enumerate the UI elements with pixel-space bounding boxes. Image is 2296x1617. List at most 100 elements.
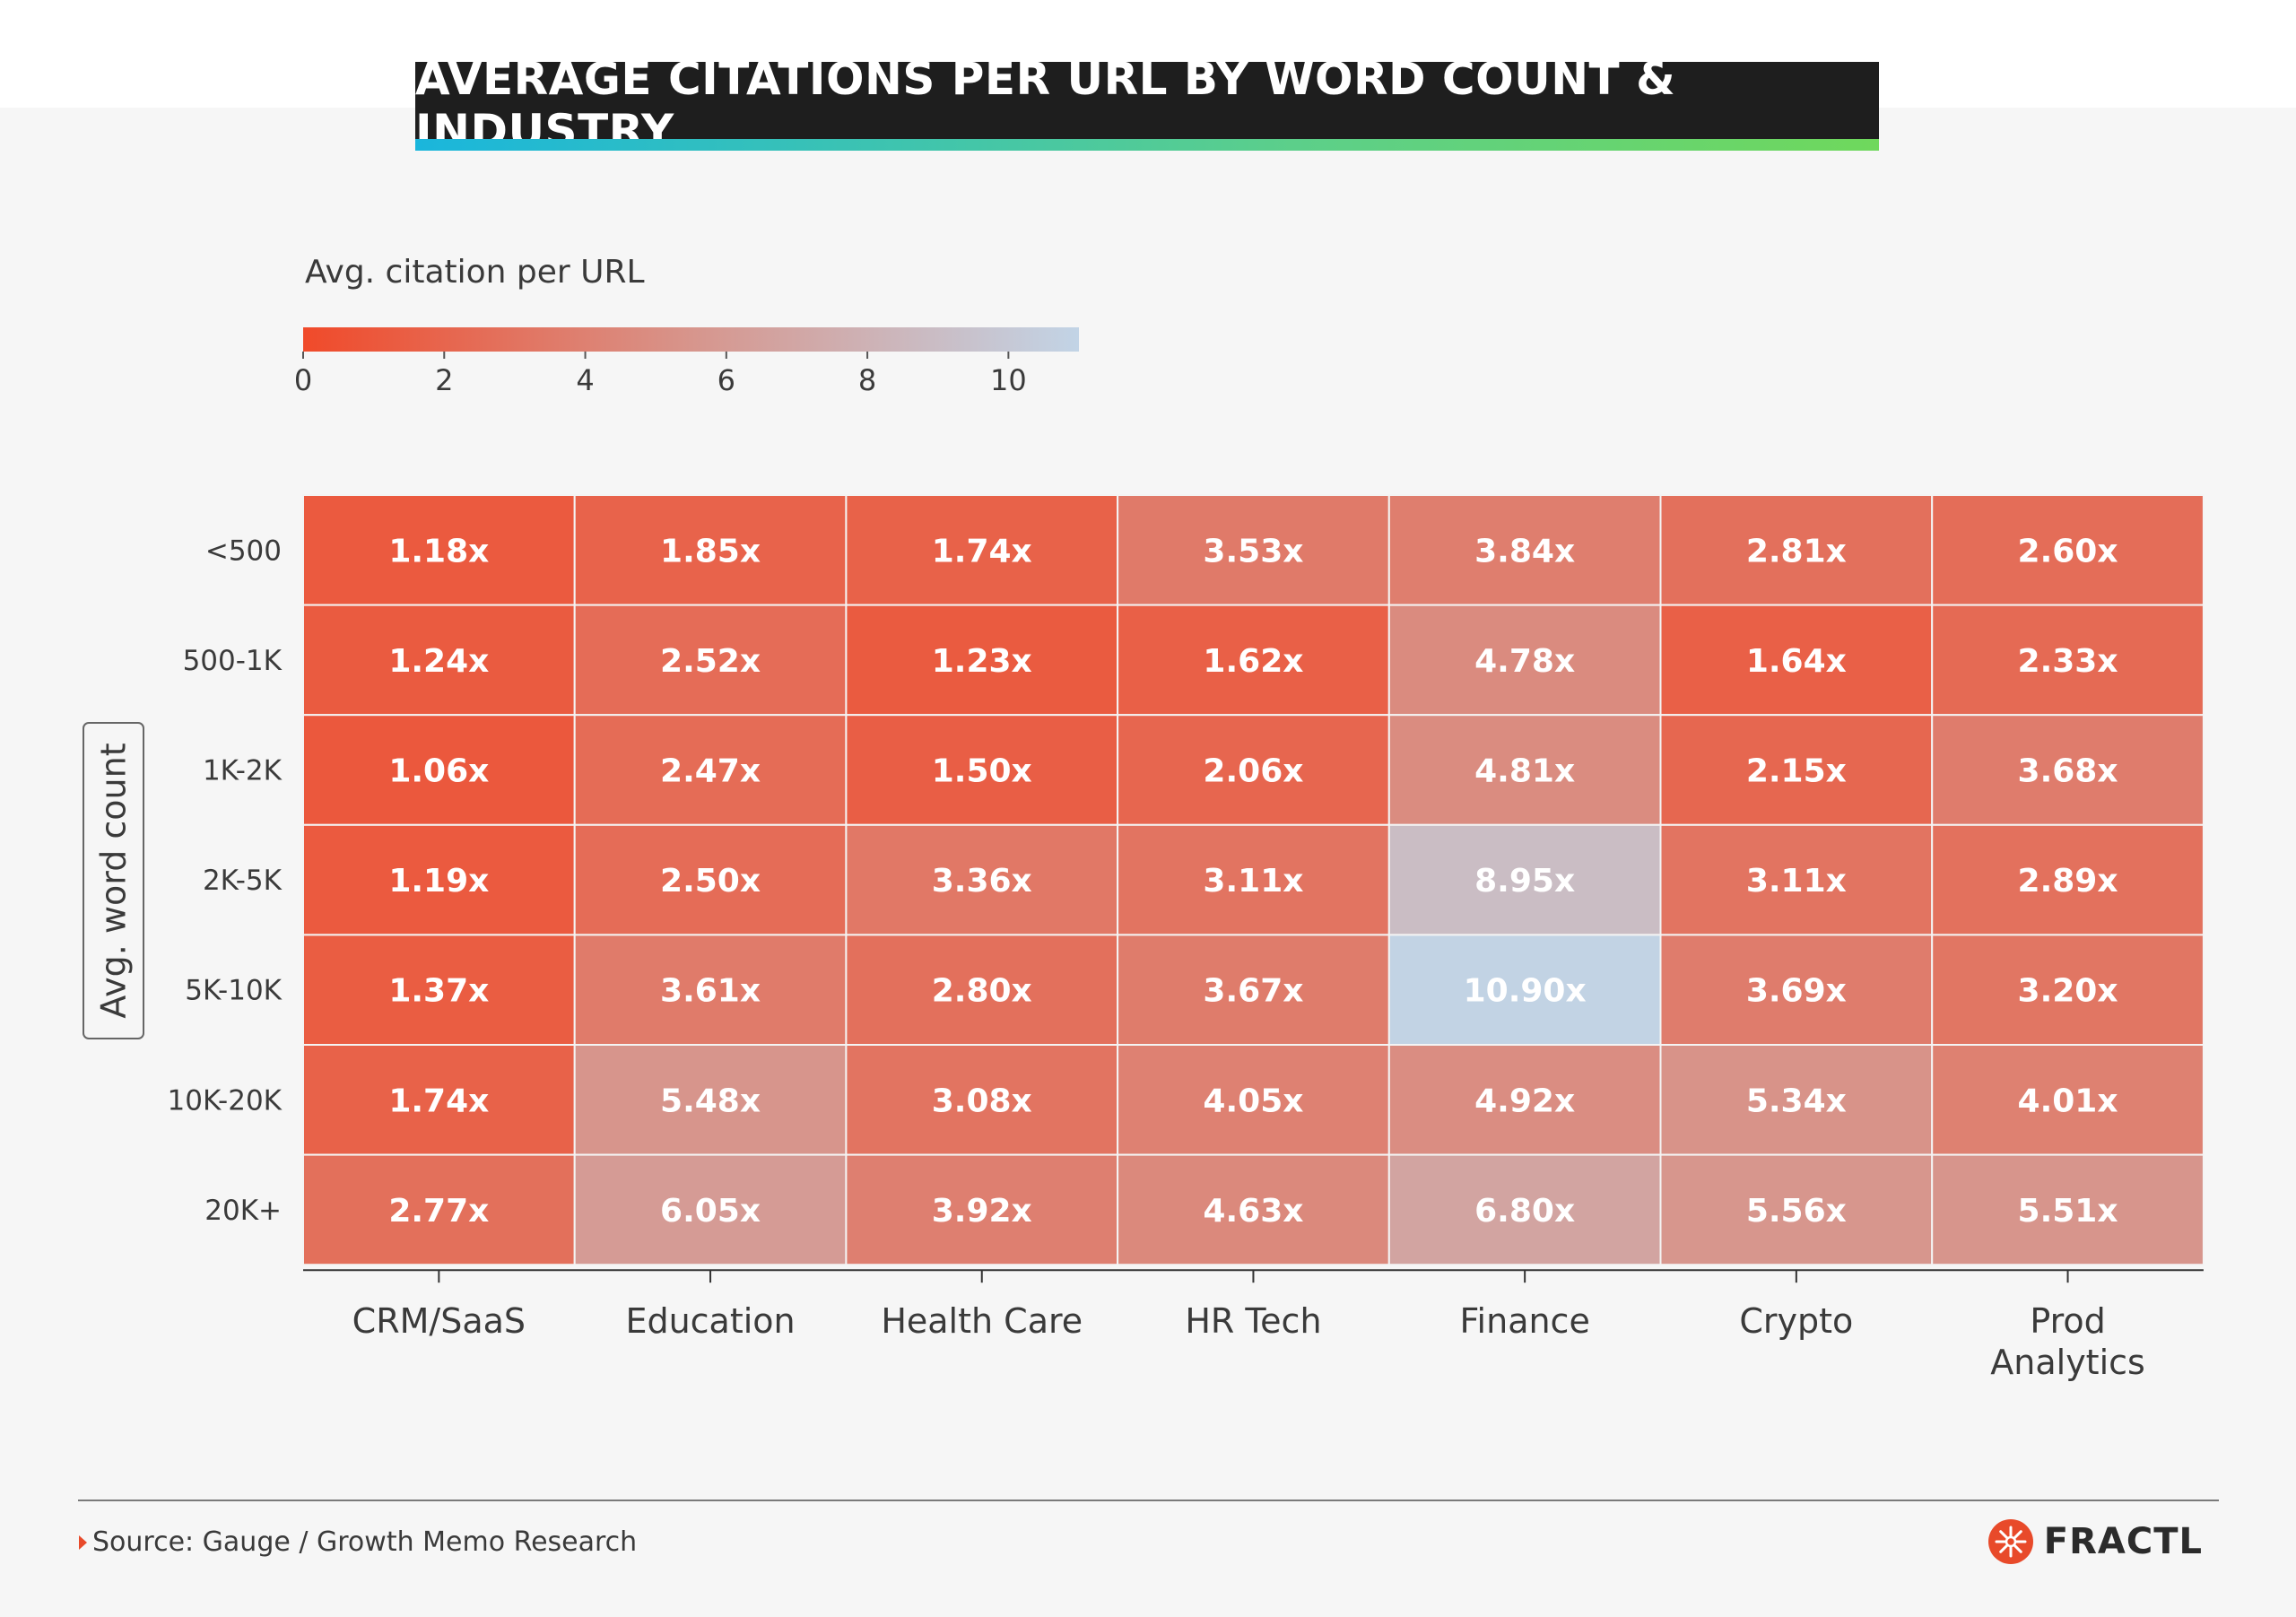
heatmap-cell xyxy=(302,714,576,826)
cell-value-label: 5.51x xyxy=(2018,1193,2118,1230)
legend-gradient-bar xyxy=(303,327,1079,352)
heatmap-chart: 1.18x 1.85x 1.74x 3.53x 3.84x 2.81x 2.60x 1.24x… xyxy=(83,494,2205,1382)
heatmap-cell xyxy=(1931,934,2205,1047)
heatmap-cell xyxy=(1117,714,1390,826)
x-axis-tick-label: Prod Analytics xyxy=(1990,1301,2145,1382)
cell-value-label: 3.20x xyxy=(2018,973,2118,1010)
heatmap-cell xyxy=(1117,1153,1390,1266)
cell-value-label: 10.90x xyxy=(1464,973,1587,1010)
cell-value-label: 5.56x xyxy=(1746,1193,1847,1230)
cell-value-label: 3.92x xyxy=(932,1193,1032,1230)
cell-value-label: 3.36x xyxy=(932,863,1032,900)
source-note: Source: Gauge / Growth Memo Research xyxy=(79,1526,637,1558)
heatmap-cell xyxy=(1931,714,2205,826)
heatmap-cell xyxy=(845,934,1119,1047)
y-axis-tick-label: <500 xyxy=(205,535,282,567)
heatmap-cell xyxy=(573,1044,848,1156)
y-axis-title: Avg. word count xyxy=(94,743,134,1018)
heatmap-cell xyxy=(573,823,848,936)
heatmap-cell xyxy=(845,604,1119,717)
heatmap-cell xyxy=(302,1044,576,1156)
cell-value-label: 4.63x xyxy=(1203,1193,1303,1230)
heatmap-cell xyxy=(1387,604,1662,717)
cell-value-label: 6.80x xyxy=(1474,1193,1575,1230)
heatmap-cell xyxy=(1659,494,1934,606)
y-axis-tick-label: 20K+ xyxy=(204,1195,282,1227)
legend-title: Avg. citation per URL xyxy=(305,254,645,291)
cell-value-label: 5.48x xyxy=(660,1082,761,1119)
heatmap-cell xyxy=(1387,1153,1662,1266)
heatmap-cell xyxy=(573,934,848,1047)
cell-value-label: 1.74x xyxy=(388,1082,489,1119)
color-legend: 0 2 4 6 8 10 xyxy=(294,327,1079,397)
cell-value-label: 2.33x xyxy=(2018,643,2118,680)
heatmap-cell xyxy=(1659,823,1934,936)
x-axis-tick-label: CRM/SaaS xyxy=(352,1301,526,1341)
cell-value-label: 4.01x xyxy=(2018,1082,2118,1119)
legend-tick-label: 6 xyxy=(718,363,735,397)
x-axis-tick-label: Finance xyxy=(1459,1301,1589,1341)
cell-value-label: 2.06x xyxy=(1203,753,1303,790)
cell-value-label: 4.81x xyxy=(1474,753,1575,790)
cell-value-label: 3.11x xyxy=(1746,863,1847,900)
heatmap-cell xyxy=(1931,494,2205,606)
heatmap-cell xyxy=(1117,494,1390,606)
x-axis-label-line: Prod xyxy=(2030,1301,2105,1341)
fractl-logo: FRACTL xyxy=(1987,1519,2203,1564)
cell-value-label: 1.85x xyxy=(660,533,761,569)
cell-value-label: 8.95x xyxy=(1474,863,1575,900)
heatmap-cell xyxy=(1117,604,1390,717)
cell-value-label: 1.18x xyxy=(388,533,489,569)
cell-value-label: 1.62x xyxy=(1203,643,1303,680)
cell-value-label: 3.84x xyxy=(1474,533,1575,569)
heatmap-cell xyxy=(573,1153,848,1266)
cell-value-label: 1.23x xyxy=(932,643,1032,680)
cell-value-label: 2.50x xyxy=(660,863,761,900)
x-axis-tick-label: HR Tech xyxy=(1185,1301,1321,1341)
y-axis-title-box xyxy=(83,722,144,1039)
heatmap-cell xyxy=(1659,1153,1934,1266)
footer-divider xyxy=(78,1500,2219,1501)
heatmap-cell xyxy=(1387,934,1662,1047)
title-accent-bar xyxy=(415,139,1879,151)
heatmap-cell xyxy=(1659,604,1934,717)
cell-value-label: 3.68x xyxy=(2018,753,2118,790)
x-axis-tick-label: Health Care xyxy=(881,1301,1083,1341)
legend-tick-label: 8 xyxy=(858,363,876,397)
heatmap-cell xyxy=(302,604,576,717)
cell-value-label: 3.67x xyxy=(1203,973,1303,1010)
legend-tick-label: 4 xyxy=(576,363,594,397)
cell-value-label: 2.89x xyxy=(2018,863,2118,900)
y-axis-tick-label: 1K-2K xyxy=(203,755,283,787)
heatmap-cell xyxy=(845,714,1119,826)
cell-value-label: 2.47x xyxy=(660,753,761,790)
heatmap-cell xyxy=(1387,1044,1662,1156)
cell-value-label: 3.08x xyxy=(932,1082,1032,1119)
heatmap-cell xyxy=(1117,823,1390,936)
heatmap-cell xyxy=(1387,823,1662,936)
cell-value-label: 6.05x xyxy=(660,1193,761,1230)
cell-value-label: 5.34x xyxy=(1746,1082,1847,1119)
y-axis-tick-label: 10K-20K xyxy=(168,1084,283,1117)
x-axis-tick-label: Crypto xyxy=(1739,1301,1853,1341)
x-axis-tick-label: Education xyxy=(625,1301,795,1341)
cell-value-label: 1.74x xyxy=(932,533,1032,569)
source-marker-icon xyxy=(79,1534,87,1550)
heatmap-cell xyxy=(1387,494,1662,606)
heatmap-cell xyxy=(1931,1153,2205,1266)
source-text: Source: Gauge / Growth Memo Research xyxy=(92,1526,638,1558)
heatmap-cell xyxy=(845,1153,1119,1266)
legend-tick-label: 10 xyxy=(990,363,1027,397)
cell-value-label: 1.24x xyxy=(388,643,489,680)
heatmap-cell xyxy=(845,494,1119,606)
cell-value-label: 3.69x xyxy=(1746,973,1847,1010)
heatmap-cell xyxy=(1931,1044,2205,1156)
cell-value-label: 1.64x xyxy=(1746,643,1847,680)
legend-tick-label: 2 xyxy=(435,363,453,397)
logo-text: FRACTL xyxy=(2043,1521,2203,1562)
cell-value-label: 2.52x xyxy=(660,643,761,680)
heatmap-cell xyxy=(302,934,576,1047)
chart-title: AVERAGE CITATIONS PER URL BY WORD COUNT … xyxy=(415,53,1879,157)
heatmap-cell xyxy=(1659,934,1934,1047)
heatmap-cell xyxy=(573,714,848,826)
